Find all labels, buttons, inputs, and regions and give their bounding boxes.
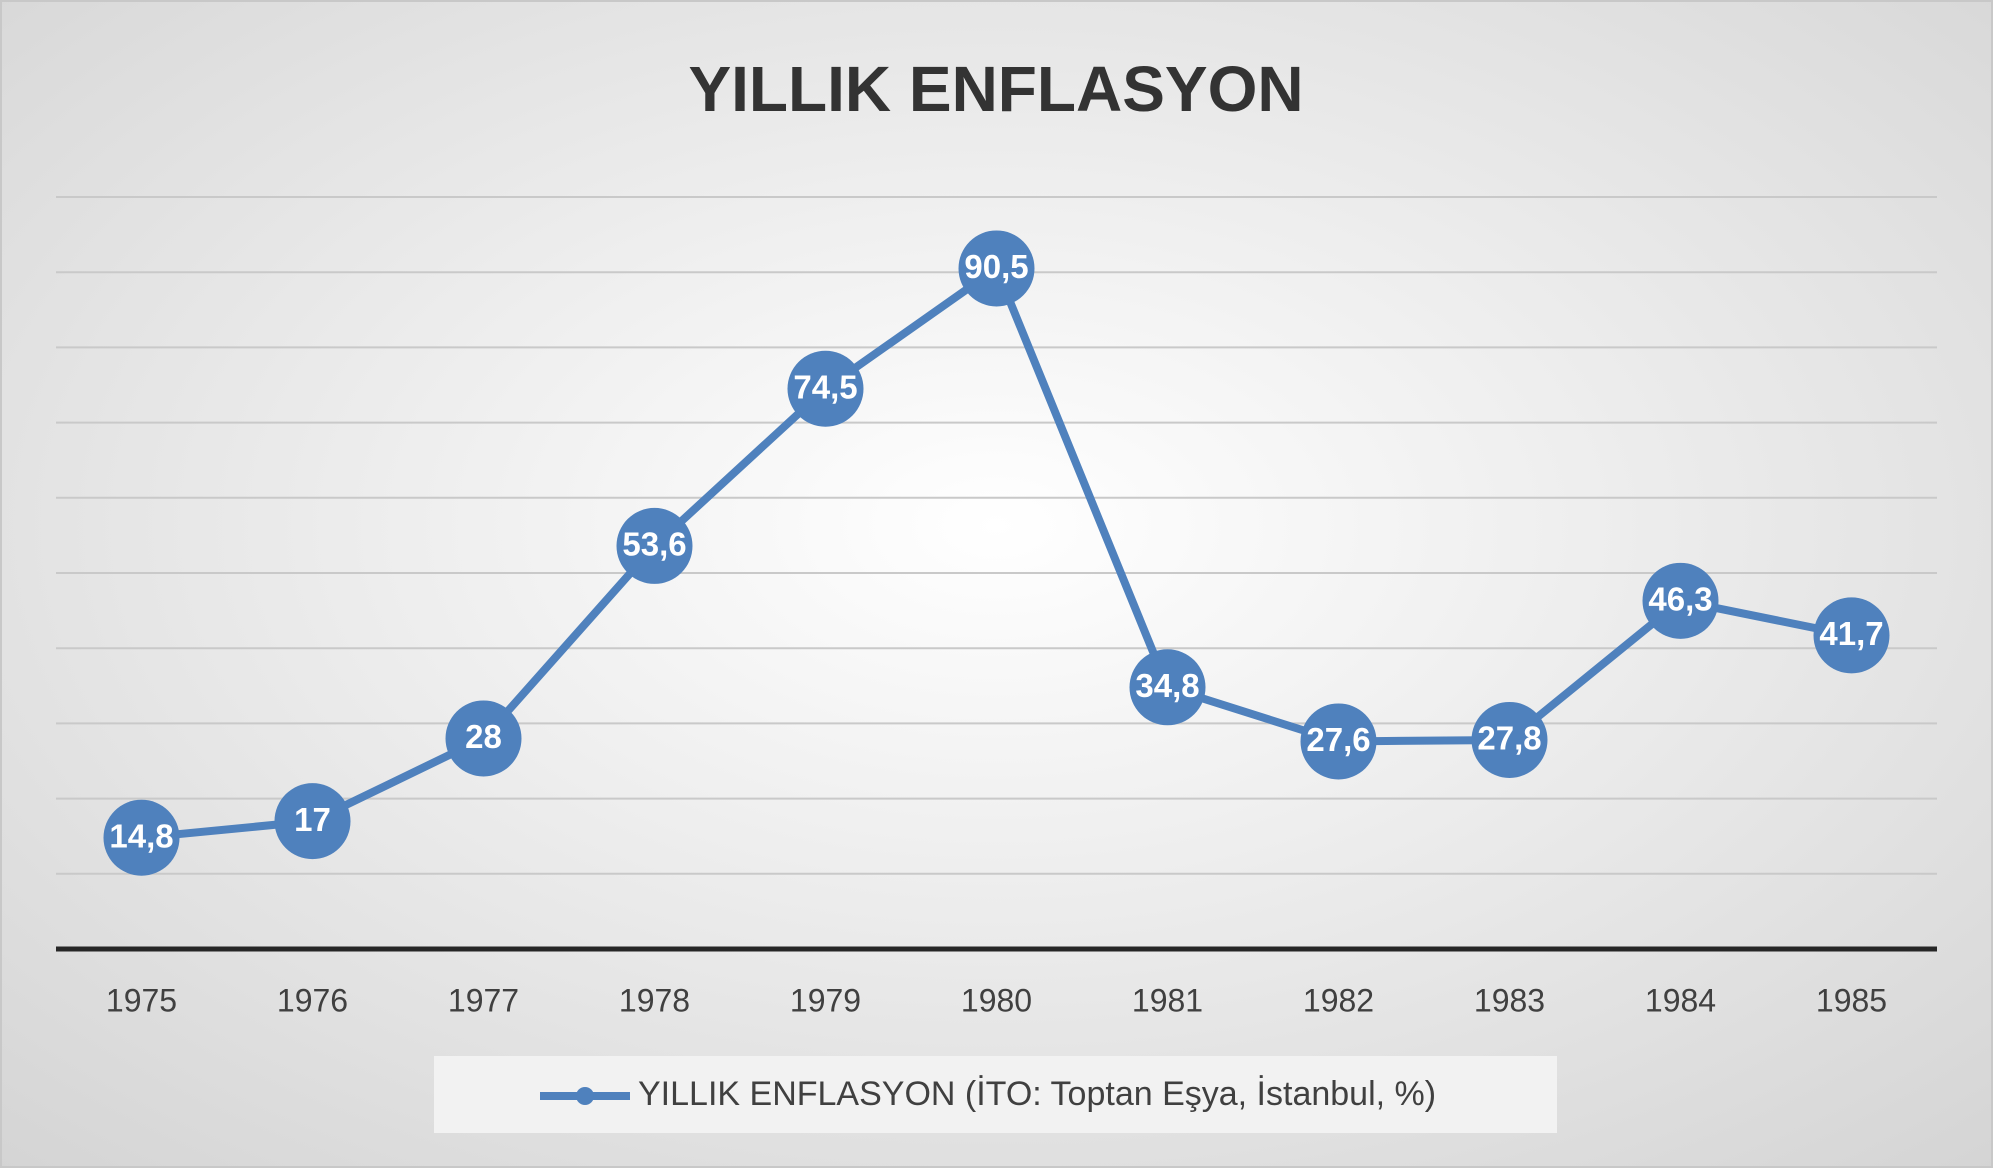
data-label: 17 xyxy=(294,801,331,838)
data-point xyxy=(445,700,522,777)
x-tick-label: 1979 xyxy=(790,982,861,1018)
data-label: 34,8 xyxy=(1135,667,1199,704)
data-point xyxy=(1642,562,1719,639)
data-label: 53,6 xyxy=(622,526,686,563)
data-label: 28 xyxy=(465,718,502,755)
data-label: 27,8 xyxy=(1477,720,1541,757)
legend-label: YILLIK ENFLASYON (İTO: Toptan Eşya, İsta… xyxy=(638,1075,1436,1113)
data-point xyxy=(1813,597,1890,674)
x-tick-label: 1976 xyxy=(277,982,348,1018)
data-label: 41,7 xyxy=(1819,615,1883,652)
data-point xyxy=(958,230,1035,307)
data-point xyxy=(1471,701,1548,778)
data-label: 74,5 xyxy=(793,368,857,405)
x-tick-label: 1984 xyxy=(1645,982,1716,1018)
x-tick-label: 1983 xyxy=(1474,982,1545,1018)
data-label: 27,6 xyxy=(1306,721,1370,758)
x-tick-label: 1980 xyxy=(961,982,1032,1018)
legend-marker xyxy=(576,1087,594,1105)
x-tick-label: 1985 xyxy=(1816,982,1887,1018)
x-tick-label: 1981 xyxy=(1132,982,1203,1018)
data-point xyxy=(274,783,351,860)
data-point xyxy=(1300,703,1377,780)
chart-title: YILLIK ENFLASYON xyxy=(688,53,1303,125)
data-label: 14,8 xyxy=(109,817,173,854)
x-tick-label: 1978 xyxy=(619,982,690,1018)
data-point xyxy=(787,350,864,427)
data-label: 90,5 xyxy=(964,248,1028,285)
x-tick-label: 1977 xyxy=(448,982,519,1018)
data-label: 46,3 xyxy=(1648,581,1712,618)
data-point xyxy=(103,799,180,876)
x-tick-label: 1975 xyxy=(106,982,177,1018)
data-point xyxy=(616,507,693,584)
data-point xyxy=(1129,649,1206,726)
x-tick-label: 1982 xyxy=(1303,982,1374,1018)
